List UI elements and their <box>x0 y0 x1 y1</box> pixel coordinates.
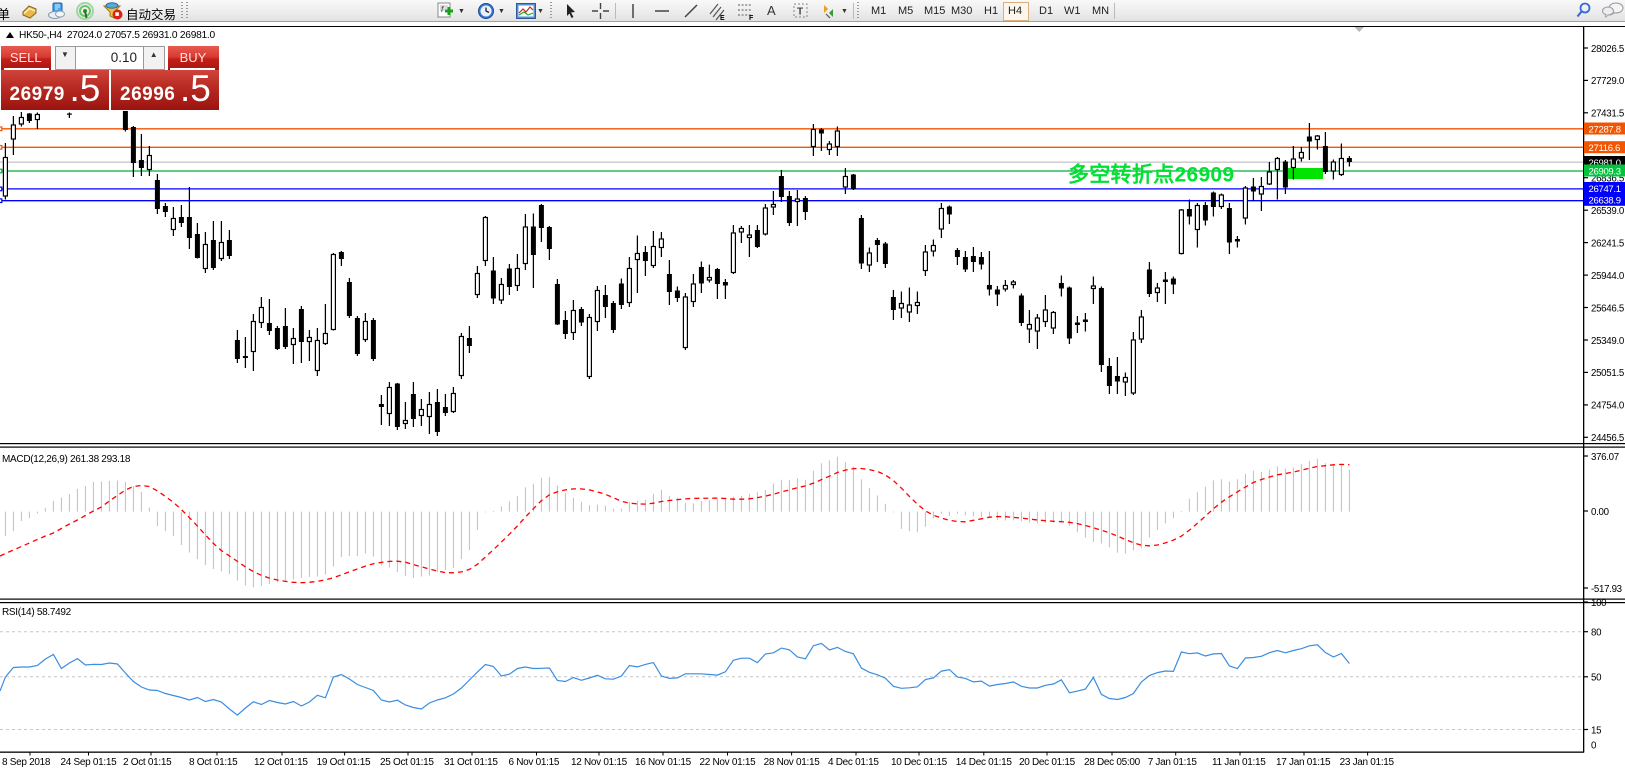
svg-text:RSI(14) 58.7492: RSI(14) 58.7492 <box>2 607 72 618</box>
svg-text:T: T <box>797 7 803 18</box>
svg-text:10 Dec 01:15: 10 Dec 01:15 <box>891 757 948 768</box>
svg-text:26747.1: 26747.1 <box>1589 184 1621 195</box>
svg-text:8 Oct 01:15: 8 Oct 01:15 <box>189 757 238 768</box>
svg-text:27287.8: 27287.8 <box>1589 124 1621 135</box>
svg-text:20 Dec 01:15: 20 Dec 01:15 <box>1019 757 1076 768</box>
svg-text:f: f <box>441 5 444 14</box>
svg-text:E: E <box>720 15 725 21</box>
svg-text:26241.5: 26241.5 <box>1591 238 1624 249</box>
svg-text:25051.5: 25051.5 <box>1591 368 1624 379</box>
svg-text:0.00: 0.00 <box>1591 507 1610 518</box>
svg-text:26909.3: 26909.3 <box>1589 166 1621 177</box>
svg-text:27116.6: 27116.6 <box>1589 143 1621 154</box>
svg-text:16 Nov 01:15: 16 Nov 01:15 <box>635 757 692 768</box>
svg-text:23 Jan 01:15: 23 Jan 01:15 <box>1340 757 1395 768</box>
svg-text:25944.0: 25944.0 <box>1591 271 1625 282</box>
svg-text:17 Jan 01:15: 17 Jan 01:15 <box>1276 757 1331 768</box>
svg-text:11 Jan 01:15: 11 Jan 01:15 <box>1212 757 1266 768</box>
svg-text:26836.5: 26836.5 <box>1591 174 1624 185</box>
svg-text:26638.9: 26638.9 <box>1589 196 1621 207</box>
svg-text:24456.5: 24456.5 <box>1591 433 1624 444</box>
svg-text:80: 80 <box>1591 628 1602 639</box>
svg-text:31 Oct 01:15: 31 Oct 01:15 <box>444 757 498 768</box>
svg-text:12 Oct 01:15: 12 Oct 01:15 <box>254 757 308 768</box>
svg-text:0: 0 <box>1591 740 1597 751</box>
svg-text:376.07: 376.07 <box>1591 452 1619 463</box>
svg-text:27431.5: 27431.5 <box>1591 109 1624 120</box>
svg-text:MACD(12,26,9) 261.38 293.18: MACD(12,26,9) 261.38 293.18 <box>2 454 131 465</box>
svg-text:28 Nov 01:15: 28 Nov 01:15 <box>764 757 821 768</box>
svg-text:50: 50 <box>1591 673 1602 684</box>
svg-text:26981.0: 26981.0 <box>1589 158 1621 169</box>
svg-text:26539.0: 26539.0 <box>1591 206 1625 217</box>
svg-text:12 Nov 01:15: 12 Nov 01:15 <box>571 757 628 768</box>
svg-text:24754.0: 24754.0 <box>1591 401 1625 412</box>
svg-text:15: 15 <box>1591 725 1601 736</box>
svg-text:多空转折点26909: 多空转折点26909 <box>1068 163 1234 187</box>
svg-text:4 Dec 01:15: 4 Dec 01:15 <box>828 757 879 768</box>
svg-text:14 Dec 01:15: 14 Dec 01:15 <box>956 757 1013 768</box>
svg-text:19 Oct 01:15: 19 Oct 01:15 <box>317 757 371 768</box>
svg-text:8 Sep 2018: 8 Sep 2018 <box>2 757 51 768</box>
svg-text:-517.93: -517.93 <box>1591 584 1622 595</box>
svg-text:2 Oct 01:15: 2 Oct 01:15 <box>123 757 172 768</box>
svg-text:100: 100 <box>1591 598 1607 609</box>
svg-text:25349.0: 25349.0 <box>1591 336 1625 347</box>
svg-text:25646.5: 25646.5 <box>1591 303 1624 314</box>
svg-text:28026.5: 28026.5 <box>1591 44 1624 55</box>
svg-text:22 Nov 01:15: 22 Nov 01:15 <box>700 757 757 768</box>
svg-text:28 Dec 05:00: 28 Dec 05:00 <box>1084 757 1141 768</box>
svg-text:27729.0: 27729.0 <box>1591 76 1625 87</box>
svg-text:7 Jan 01:15: 7 Jan 01:15 <box>1148 757 1198 768</box>
svg-text:6 Nov 01:15: 6 Nov 01:15 <box>509 757 560 768</box>
svg-text:24 Sep 01:15: 24 Sep 01:15 <box>61 757 118 768</box>
svg-text:F: F <box>749 15 754 21</box>
svg-text:25 Oct 01:15: 25 Oct 01:15 <box>380 757 434 768</box>
